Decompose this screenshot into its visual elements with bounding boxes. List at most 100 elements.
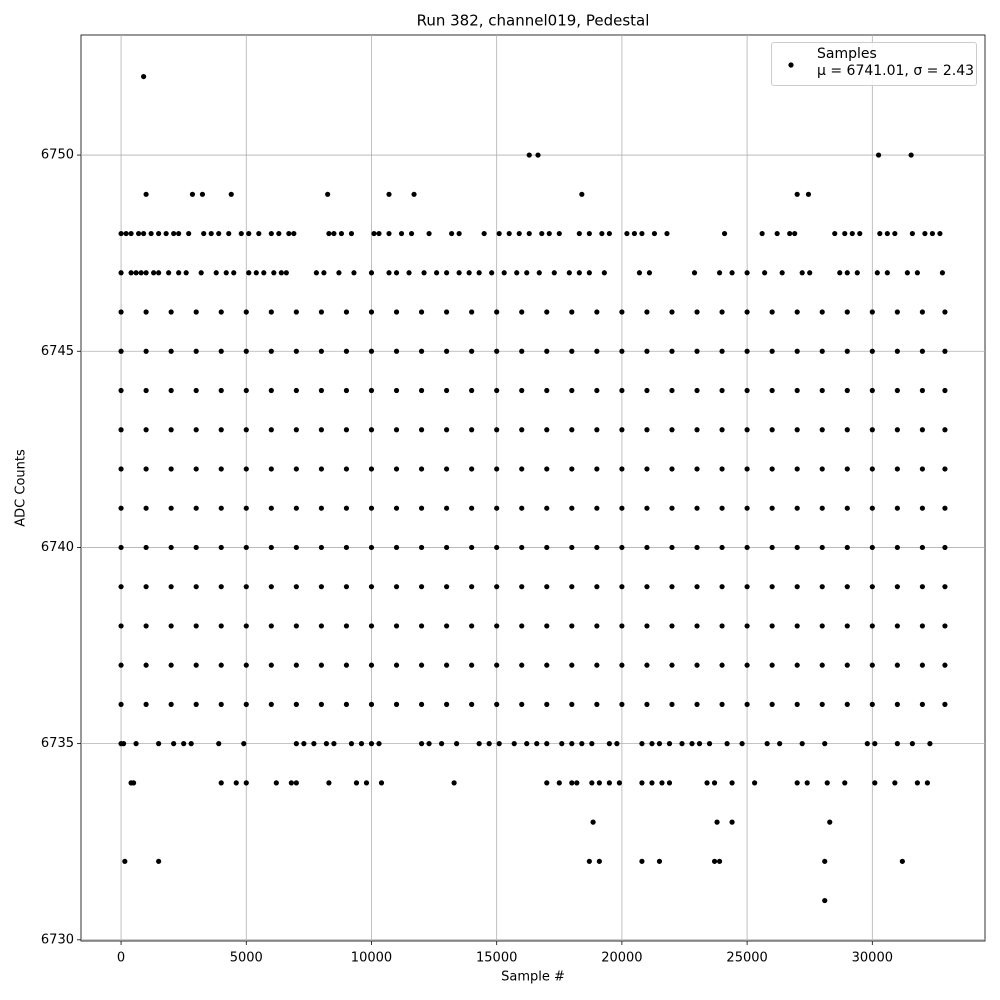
point bbox=[644, 348, 650, 354]
point bbox=[276, 230, 282, 237]
point bbox=[599, 230, 605, 237]
point bbox=[719, 387, 725, 394]
point bbox=[679, 741, 685, 747]
point bbox=[123, 230, 129, 237]
point bbox=[694, 309, 700, 315]
point bbox=[646, 270, 653, 276]
point bbox=[594, 701, 600, 707]
point bbox=[233, 780, 239, 786]
point bbox=[804, 780, 810, 786]
point bbox=[669, 623, 675, 629]
point bbox=[919, 544, 925, 551]
point bbox=[872, 741, 878, 747]
point bbox=[534, 741, 540, 747]
point bbox=[418, 427, 425, 433]
point bbox=[444, 544, 450, 551]
point bbox=[118, 270, 124, 276]
point bbox=[844, 270, 850, 276]
point bbox=[268, 544, 274, 551]
point bbox=[689, 741, 695, 747]
point bbox=[894, 544, 900, 551]
point bbox=[744, 387, 750, 394]
point bbox=[444, 623, 450, 629]
point bbox=[168, 662, 174, 668]
point bbox=[338, 230, 345, 237]
point bbox=[208, 230, 214, 237]
point bbox=[824, 780, 830, 786]
point bbox=[794, 780, 800, 786]
point bbox=[919, 309, 925, 315]
point bbox=[343, 505, 350, 511]
point bbox=[243, 348, 249, 354]
point bbox=[669, 387, 675, 394]
point bbox=[511, 741, 517, 747]
point bbox=[908, 152, 914, 158]
point bbox=[799, 270, 805, 276]
point bbox=[669, 466, 675, 472]
point bbox=[794, 191, 800, 197]
point bbox=[914, 270, 920, 276]
point bbox=[574, 780, 580, 786]
point bbox=[218, 466, 224, 472]
point bbox=[894, 505, 900, 511]
point bbox=[894, 466, 900, 472]
point bbox=[875, 152, 882, 158]
point bbox=[544, 662, 550, 668]
point bbox=[268, 309, 274, 315]
point bbox=[218, 544, 224, 551]
point bbox=[569, 623, 575, 629]
point bbox=[519, 427, 525, 433]
point bbox=[724, 741, 730, 747]
point bbox=[666, 741, 673, 747]
point bbox=[351, 270, 357, 276]
point bbox=[569, 662, 575, 668]
point bbox=[769, 505, 775, 511]
point bbox=[569, 701, 575, 707]
point bbox=[869, 662, 875, 668]
x-tick-label: 20000 bbox=[601, 951, 642, 966]
point bbox=[118, 544, 124, 551]
point bbox=[243, 544, 249, 551]
point bbox=[594, 309, 600, 315]
point bbox=[268, 701, 274, 707]
point bbox=[942, 662, 948, 668]
point bbox=[942, 701, 948, 707]
point bbox=[894, 741, 900, 747]
point bbox=[278, 270, 284, 276]
axes: 0 5000 10000 15000 20000 25000 30000 6730 6735 67… bbox=[41, 148, 893, 966]
point bbox=[506, 230, 512, 237]
y-tick-label: 6750 bbox=[41, 148, 74, 163]
point bbox=[744, 544, 750, 551]
point bbox=[769, 466, 775, 472]
point bbox=[779, 270, 785, 276]
point bbox=[794, 466, 800, 472]
point bbox=[631, 230, 638, 237]
point bbox=[777, 741, 783, 747]
point bbox=[536, 270, 542, 276]
point bbox=[193, 662, 199, 668]
point bbox=[706, 741, 713, 747]
point bbox=[919, 584, 925, 590]
point bbox=[894, 309, 900, 315]
point bbox=[544, 505, 550, 511]
point bbox=[141, 73, 147, 80]
point bbox=[594, 544, 600, 551]
point bbox=[218, 701, 224, 707]
point bbox=[619, 623, 625, 629]
point bbox=[418, 466, 425, 472]
point bbox=[894, 348, 900, 354]
point bbox=[418, 623, 425, 629]
point bbox=[919, 466, 925, 472]
point bbox=[937, 230, 943, 237]
point bbox=[193, 466, 199, 472]
point bbox=[293, 544, 299, 551]
point bbox=[569, 780, 575, 786]
point bbox=[644, 505, 650, 511]
point bbox=[704, 780, 710, 786]
point bbox=[426, 230, 432, 237]
point bbox=[639, 741, 645, 747]
point bbox=[456, 230, 462, 237]
point bbox=[586, 270, 592, 276]
point bbox=[246, 270, 252, 276]
point bbox=[869, 623, 875, 629]
